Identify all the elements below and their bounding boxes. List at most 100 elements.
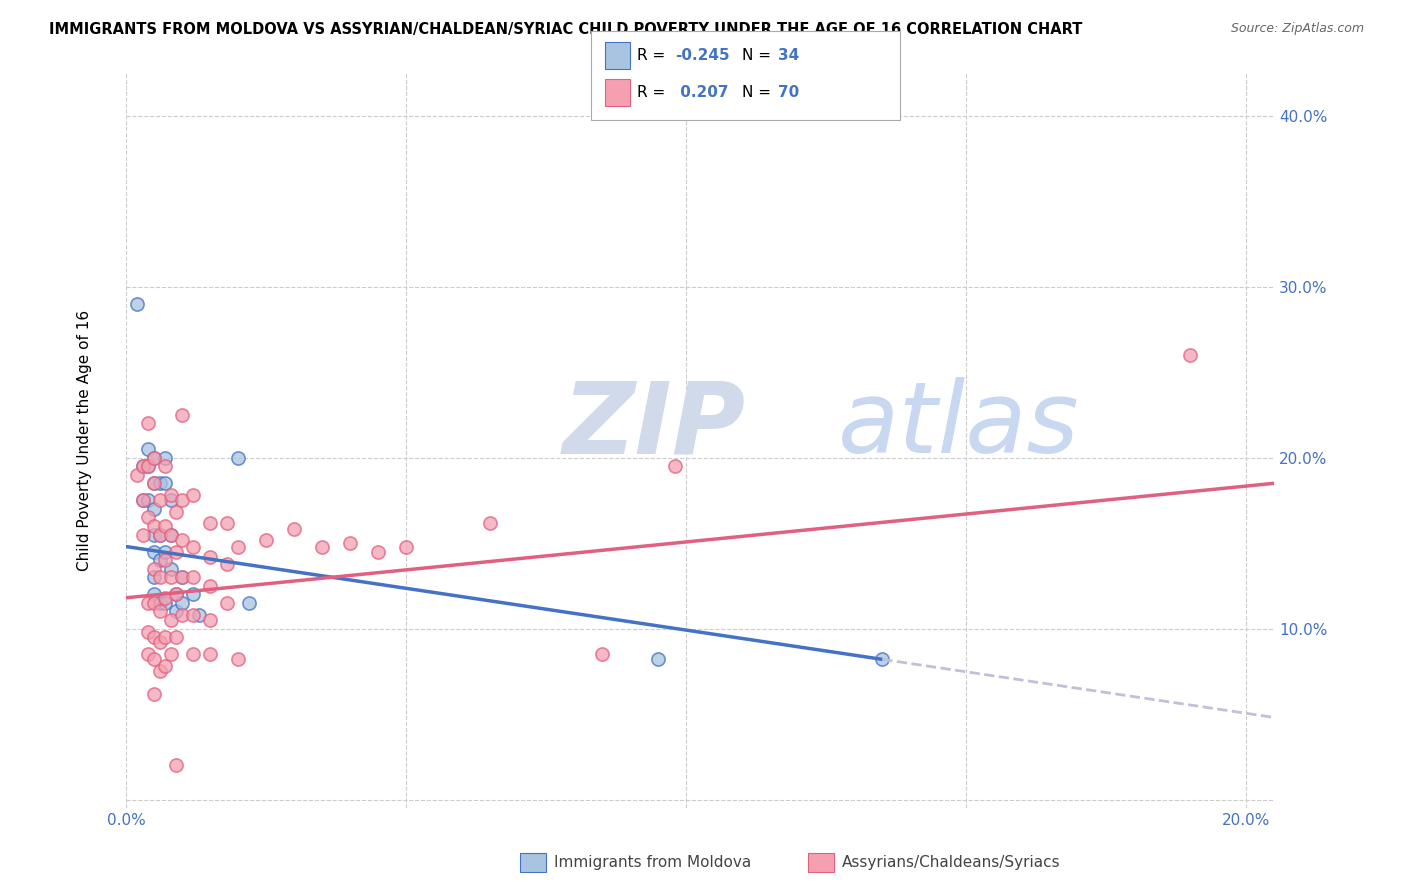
Point [165, 758, 187, 772]
Point [870, 652, 893, 666]
Point [132, 493, 155, 508]
Point [143, 570, 166, 584]
Text: N =: N = [742, 86, 772, 100]
Point [395, 540, 418, 554]
Point [148, 553, 170, 567]
Point [153, 450, 176, 465]
Point [339, 536, 361, 550]
Point [165, 505, 187, 519]
Point [153, 659, 176, 673]
Point [165, 587, 187, 601]
Point [215, 596, 238, 610]
Text: Assyrians/Chaldeans/Syriacs: Assyrians/Chaldeans/Syriacs [842, 855, 1060, 870]
Point [143, 562, 166, 576]
Point [148, 665, 170, 679]
Point [181, 587, 204, 601]
Point [198, 647, 221, 661]
Point [143, 450, 166, 465]
Point [148, 493, 170, 508]
Point [143, 630, 166, 644]
Point [159, 527, 181, 541]
Point [159, 613, 181, 627]
Point [226, 652, 249, 666]
Point [591, 647, 613, 661]
Point [226, 540, 249, 554]
Point [148, 570, 170, 584]
Point [170, 570, 193, 584]
Point [198, 516, 221, 530]
Point [148, 596, 170, 610]
Point [127, 297, 149, 311]
Point [143, 450, 166, 465]
Point [153, 596, 176, 610]
Point [143, 476, 166, 491]
Text: R =: R = [637, 86, 665, 100]
Point [311, 540, 333, 554]
Point [143, 502, 166, 516]
Text: ZIP: ZIP [562, 377, 745, 475]
Point [159, 527, 181, 541]
Point [148, 635, 170, 649]
Point [198, 613, 221, 627]
Point [148, 527, 170, 541]
Point [215, 557, 238, 571]
Point [181, 488, 204, 502]
Point [138, 459, 160, 474]
Point [198, 579, 221, 593]
Y-axis label: Child Poverty Under the Age of 16: Child Poverty Under the Age of 16 [76, 310, 91, 571]
Text: 70: 70 [778, 86, 799, 100]
Point [170, 533, 193, 547]
Point [170, 570, 193, 584]
Point [153, 630, 176, 644]
Point [479, 516, 502, 530]
Text: IMMIGRANTS FROM MOLDOVA VS ASSYRIAN/CHALDEAN/SYRIAC CHILD POVERTY UNDER THE AGE : IMMIGRANTS FROM MOLDOVA VS ASSYRIAN/CHAL… [49, 22, 1083, 37]
Point [181, 647, 204, 661]
Point [664, 459, 686, 474]
Point [198, 549, 221, 564]
Point [283, 523, 305, 537]
Point [153, 459, 176, 474]
Text: Source: ZipAtlas.com: Source: ZipAtlas.com [1230, 22, 1364, 36]
Point [187, 607, 209, 622]
Point [132, 459, 155, 474]
Point [181, 570, 204, 584]
Point [1180, 348, 1202, 362]
Point [148, 605, 170, 619]
Point [148, 527, 170, 541]
Point [165, 587, 187, 601]
Point [138, 625, 160, 640]
Text: Immigrants from Moldova: Immigrants from Moldova [554, 855, 751, 870]
Point [170, 493, 193, 508]
Text: N =: N = [742, 48, 772, 62]
Point [153, 519, 176, 533]
Point [647, 652, 669, 666]
Point [159, 493, 181, 508]
Point [238, 596, 260, 610]
Point [181, 607, 204, 622]
Point [153, 544, 176, 558]
Point [159, 488, 181, 502]
Point [165, 544, 187, 558]
Point [143, 652, 166, 666]
Point [159, 562, 181, 576]
Text: 34: 34 [778, 48, 799, 62]
Point [143, 476, 166, 491]
Text: -0.245: -0.245 [675, 48, 730, 62]
Point [132, 527, 155, 541]
Point [143, 687, 166, 701]
Point [153, 553, 176, 567]
Point [170, 596, 193, 610]
Point [143, 527, 166, 541]
Point [170, 607, 193, 622]
Point [138, 493, 160, 508]
Point [254, 533, 277, 547]
Point [132, 459, 155, 474]
Point [138, 510, 160, 524]
Point [170, 408, 193, 422]
Point [153, 476, 176, 491]
Point [127, 467, 149, 482]
Point [143, 544, 166, 558]
Point [181, 540, 204, 554]
Text: R =: R = [637, 48, 665, 62]
Point [138, 596, 160, 610]
